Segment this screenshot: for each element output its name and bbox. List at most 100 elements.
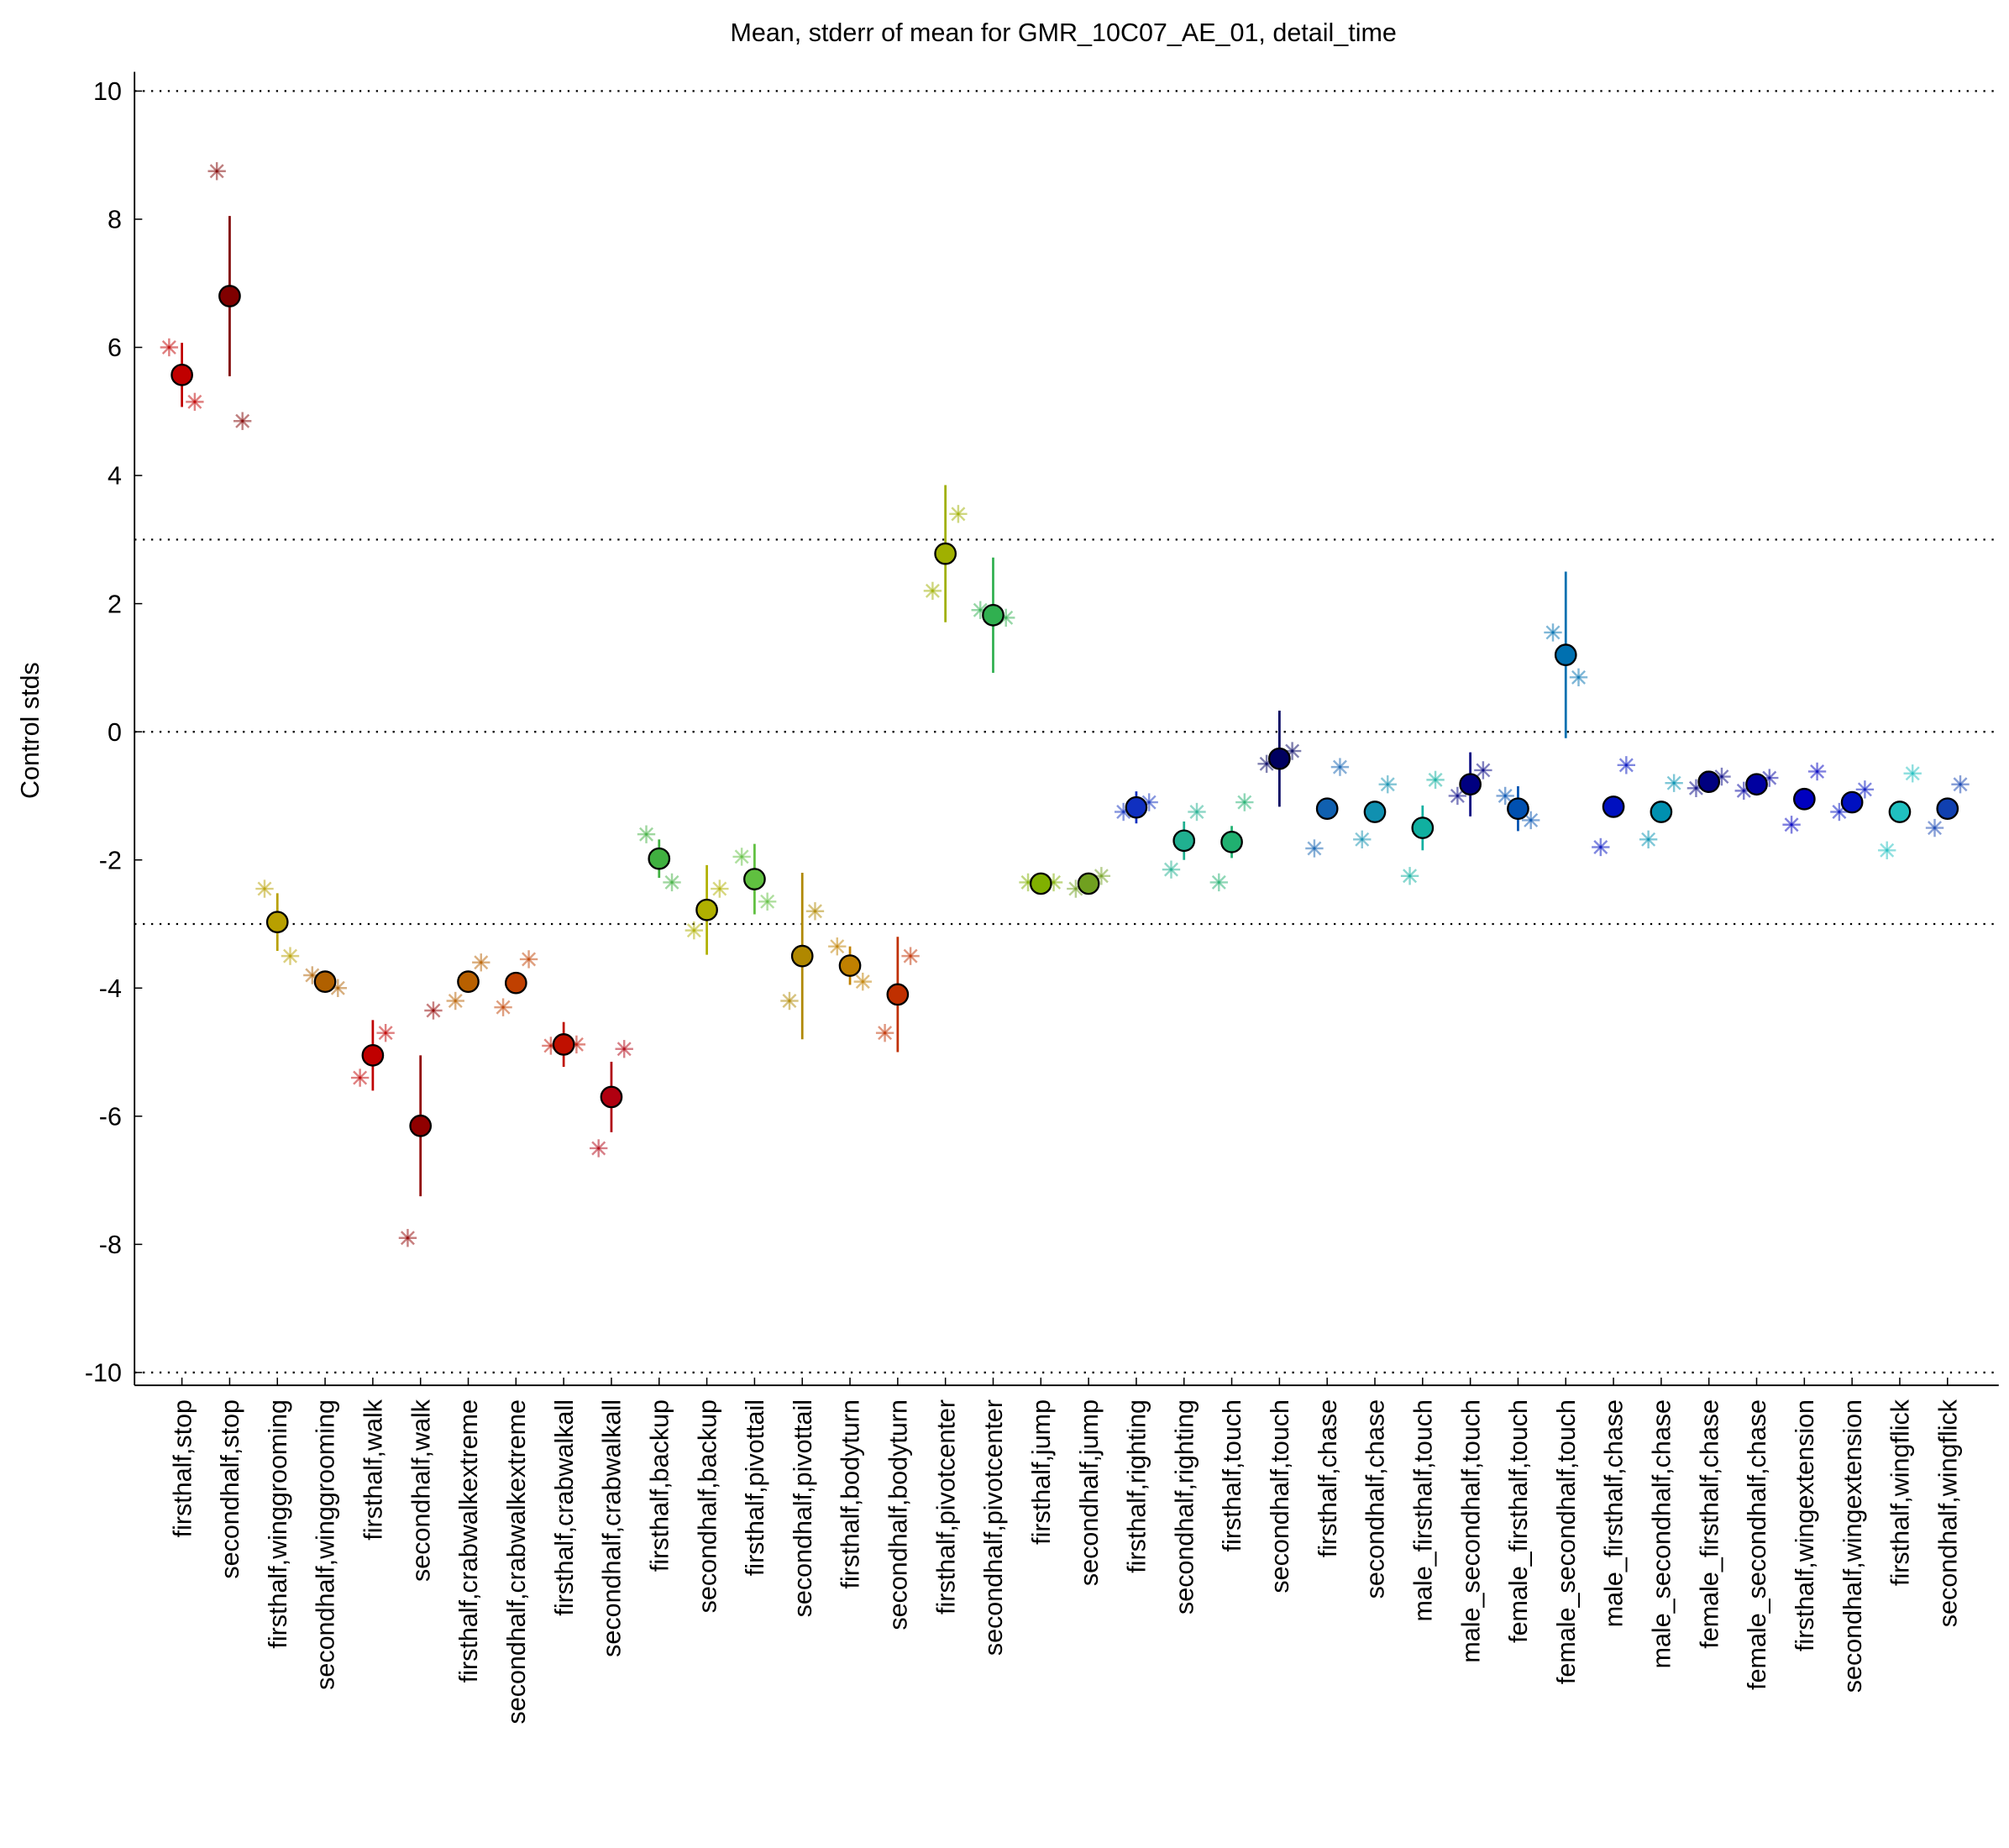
point-marker — [875, 1023, 894, 1042]
x-tick-label: firsthalf,touch — [1218, 1399, 1246, 1551]
mean-marker — [361, 1044, 385, 1067]
y-tick-label: 4 — [108, 462, 122, 491]
point-marker — [494, 998, 512, 1016]
x-tick-label: secondhalf,walk — [407, 1399, 435, 1582]
point-marker — [1162, 860, 1181, 879]
mean-marker — [1507, 797, 1529, 821]
point-marker — [1522, 811, 1540, 830]
mean-marker — [886, 983, 910, 1006]
x-tick-label: secondhalf,wingflick — [1933, 1399, 1962, 1627]
x-tick-label: firsthalf,crabwalkall — [550, 1399, 579, 1616]
x-tick-label: secondhalf,crabwalkextreme — [502, 1399, 531, 1725]
point-marker — [828, 937, 847, 956]
x-tick-label: firsthalf,pivotcenter — [931, 1399, 960, 1614]
point-marker — [780, 991, 799, 1011]
mean-marker — [1840, 790, 1864, 814]
point-marker — [1330, 758, 1350, 776]
chart-title: Mean, stderr of mean for GMR_10C07_AE_01… — [730, 18, 1396, 47]
point-marker — [472, 953, 490, 972]
mean-marker — [648, 847, 671, 870]
y-tick-label: 8 — [108, 206, 122, 234]
x-tick-label: secondhalf,touch — [1266, 1399, 1294, 1593]
x-tick-label: secondhalf,chase — [1361, 1399, 1390, 1599]
point-marker — [853, 972, 872, 991]
point-marker — [901, 947, 920, 965]
mean-marker — [1029, 872, 1052, 895]
x-tick-label: secondhalf,jump — [1075, 1399, 1104, 1586]
x-tick-label: firsthalf,righting — [1123, 1399, 1151, 1573]
point-marker — [1544, 623, 1562, 642]
mean-marker — [218, 285, 241, 307]
point-marker — [1188, 802, 1206, 822]
mean-marker — [1220, 831, 1243, 853]
mean-marker — [457, 970, 480, 993]
mean-marker — [1411, 816, 1435, 839]
x-tick-label: firsthalf,backup — [645, 1399, 674, 1572]
point-marker — [1855, 780, 1875, 799]
mean-marker — [790, 944, 814, 968]
point-marker — [1400, 867, 1419, 885]
y-tick-label: 6 — [108, 333, 122, 362]
x-tick-label: firsthalf,bodyturn — [837, 1399, 865, 1588]
point-marker — [590, 1139, 608, 1158]
x-tick-label: male_firsthalf,touch — [1408, 1399, 1437, 1621]
point-marker — [207, 162, 226, 181]
x-tick-label: male_firsthalf,chase — [1600, 1399, 1629, 1627]
x-tick-label: firsthalf,winggrooming — [264, 1399, 292, 1649]
mean-marker — [1315, 797, 1339, 821]
x-tick-label: male_secondhalf,touch — [1456, 1399, 1485, 1663]
x-tick-label: secondhalf,stop — [216, 1399, 244, 1579]
point-marker — [1686, 779, 1706, 797]
x-tick-label: secondhalf,backup — [693, 1399, 721, 1613]
x-tick-label: firsthalf,wingflick — [1886, 1399, 1915, 1586]
mean-marker — [600, 1085, 623, 1109]
point-marker — [732, 848, 751, 866]
x-tick-label: secondhalf,pivotcenter — [979, 1399, 1008, 1656]
y-tick-label: -6 — [99, 1103, 122, 1131]
point-marker — [1617, 756, 1636, 774]
point-marker — [1878, 841, 1896, 859]
point-marker — [424, 1001, 443, 1020]
point-marker — [1305, 839, 1324, 858]
x-tick-label: firsthalf,pivottail — [741, 1399, 769, 1576]
point-marker — [1235, 793, 1254, 811]
point-marker — [233, 412, 252, 430]
point-marker — [685, 921, 704, 940]
point-marker — [923, 581, 942, 601]
mean-marker — [1459, 773, 1482, 796]
point-marker — [1474, 761, 1492, 780]
mean-marker — [1363, 801, 1387, 823]
mean-marker — [313, 970, 337, 993]
mean-marker — [1888, 801, 1912, 823]
mean-marker — [1602, 795, 1625, 818]
point-marker — [663, 873, 681, 892]
point-marker — [1639, 830, 1658, 848]
x-tick-label: secondhalf,righting — [1170, 1399, 1199, 1614]
mean-marker — [1172, 829, 1196, 853]
mean-marker — [1745, 773, 1768, 796]
y-tick-label: -8 — [99, 1231, 122, 1259]
x-tick-label: firsthalf,chase — [1314, 1399, 1342, 1557]
point-marker — [637, 825, 656, 843]
mean-marker — [504, 971, 527, 995]
x-tick-label: secondhalf,crabwalkall — [598, 1399, 627, 1657]
point-marker — [711, 879, 729, 898]
point-marker — [1569, 668, 1588, 687]
point-marker — [1925, 818, 1944, 837]
x-tick-label: firsthalf,walk — [359, 1399, 388, 1541]
mean-marker — [409, 1114, 433, 1137]
point-marker — [615, 1040, 633, 1058]
mean-marker — [1650, 801, 1673, 823]
point-marker — [446, 991, 464, 1011]
x-tick-label: secondhalf,wingextension — [1839, 1399, 1867, 1693]
point-marker — [1209, 873, 1228, 892]
mean-marker — [982, 604, 1004, 627]
point-marker — [1592, 837, 1610, 857]
point-marker — [519, 950, 538, 969]
x-tick-label: firsthalf,jump — [1027, 1399, 1056, 1545]
point-marker — [1426, 770, 1445, 790]
point-marker — [805, 902, 825, 921]
point-marker — [376, 1023, 395, 1042]
x-tick-label: female_secondhalf,chase — [1743, 1399, 1771, 1690]
